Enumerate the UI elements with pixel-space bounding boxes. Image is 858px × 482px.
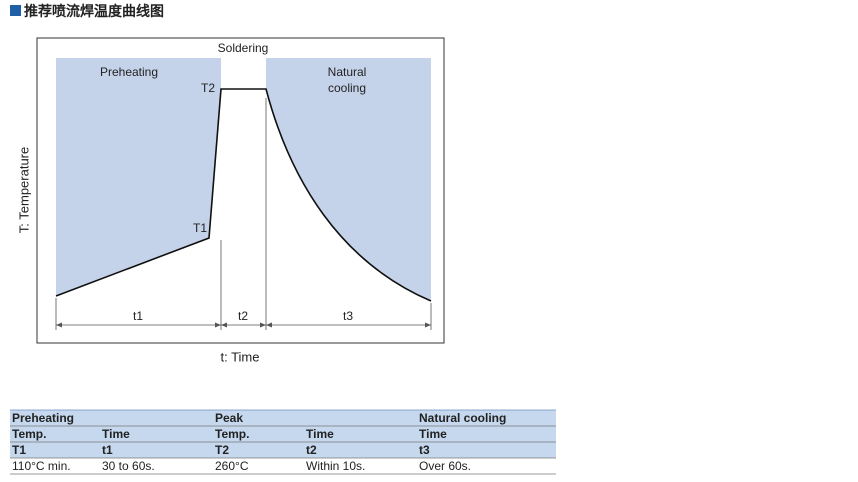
group-header: Natural cooling [419, 411, 506, 425]
table-cell: 110°C min. [12, 459, 71, 473]
table-cell: Within 10s. [306, 459, 365, 473]
table-cell: Temp. [215, 427, 249, 441]
temperature-curve [55, 88, 432, 302]
table-cell: 260°C [215, 459, 249, 473]
header-row-bg [10, 410, 556, 426]
group-header: Preheating [12, 411, 74, 425]
soldering-label: Soldering [218, 41, 269, 55]
soldering-column [221, 58, 266, 98]
table-cell: Temp. [12, 427, 46, 441]
interval-label: t2 [238, 309, 248, 323]
point-label: T2 [201, 81, 215, 95]
arrowheads [56, 322, 431, 328]
table-cell: t3 [419, 443, 430, 457]
table-cell: t1 [102, 443, 113, 457]
table-cell: Time [419, 427, 447, 441]
x-axis-label: t: Time [220, 349, 259, 364]
cooling-label: cooling [328, 81, 366, 95]
cooling-label: Natural [328, 65, 367, 79]
spec-table: Preheating Peak Natural cooling Temp. Time Te… [10, 409, 556, 475]
group-header: Peak [215, 411, 243, 425]
title: 推荐喷流焊温度曲线图 [24, 3, 164, 20]
header-row-bg [10, 426, 556, 442]
y-axis-label: T: Temperature [16, 147, 31, 233]
interval-label: t3 [343, 309, 353, 323]
under-curve [56, 89, 431, 330]
table-cell: t2 [306, 443, 317, 457]
table-cell: T2 [215, 443, 229, 457]
dimension-lines [55, 98, 432, 330]
diagram: Soldering Preheating Natural cooling T2 … [16, 37, 445, 364]
table-cell: Time [306, 427, 334, 441]
interval-label: t1 [133, 309, 143, 323]
table-cell: 30 to 60s. [102, 459, 155, 473]
preheating-label: Preheating [100, 65, 158, 79]
title-marker [10, 5, 21, 16]
table-cell: Time [102, 427, 130, 441]
table-cell: T1 [12, 443, 26, 457]
header-row-bg [10, 442, 556, 458]
point-label: T1 [193, 221, 207, 235]
table-cell: Over 60s. [419, 459, 471, 473]
